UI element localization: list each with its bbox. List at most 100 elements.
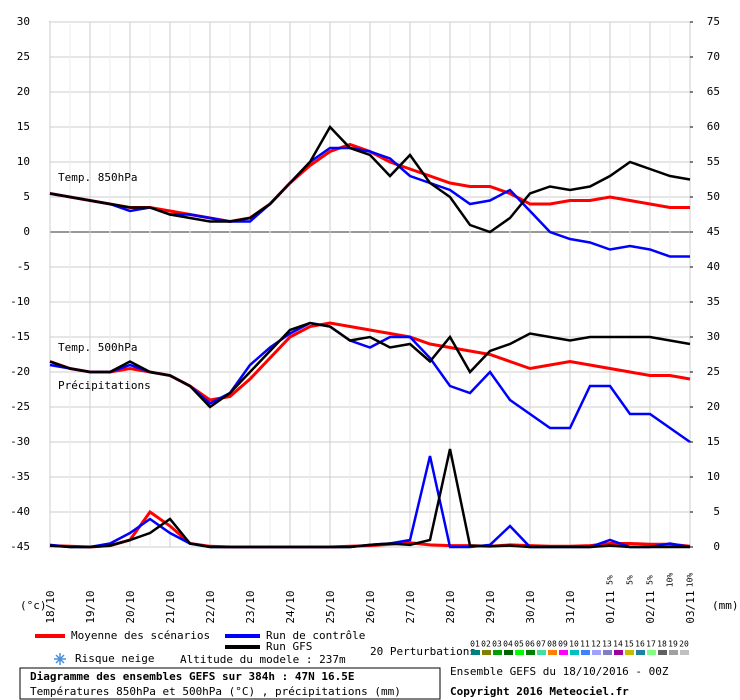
y-tick-label: -10 (10, 295, 30, 308)
perturbation-id: 09 (558, 640, 568, 649)
y-tick-label: 30 (17, 15, 30, 28)
y-tick-label: -30 (10, 435, 30, 448)
y2-tick-label: 20 (707, 400, 720, 413)
y-tick-label: -5 (17, 260, 30, 273)
panel-label: Temp. 850hPa (58, 171, 137, 184)
perturbation-swatch (614, 650, 623, 655)
perturbation-id: 14 (613, 640, 623, 649)
perturbation-id: 03 (492, 640, 502, 649)
x-tick-label: 02/11 (644, 590, 657, 623)
y2-tick-label: 35 (707, 295, 720, 308)
y2-tick-label: 15 (707, 435, 720, 448)
snow-icon (54, 653, 66, 665)
perturbation-swatch (669, 650, 678, 655)
snow-risk: 10% (666, 573, 675, 588)
perturbation-id: 01 (470, 640, 480, 649)
y2-axis-unit: (mm) (712, 599, 739, 612)
y2-tick-label: 45 (707, 225, 720, 238)
panel-label: Précipitations (58, 379, 151, 392)
x-tick-label: 26/10 (364, 590, 377, 623)
perturbation-swatch (537, 650, 546, 655)
y2-tick-label: 30 (707, 330, 720, 343)
perturbation-swatch (625, 650, 634, 655)
perturbation-swatch (570, 650, 579, 655)
perturbation-swatch (592, 650, 601, 655)
x-tick-label: 29/10 (484, 590, 497, 623)
perturbation-id: 02 (481, 640, 491, 649)
series-line (49, 448, 690, 549)
perturbation-swatch (680, 650, 689, 655)
perturbations-label: 20 Perturbations (370, 645, 476, 658)
perturbation-swatch (559, 650, 568, 655)
altitude: Altitude du modele : 237m (180, 653, 346, 666)
run-info: Ensemble GEFS du 18/10/2016 - 00Z (450, 665, 669, 678)
series-line (49, 321, 691, 409)
x-tick-label: 31/10 (564, 590, 577, 623)
info-title: Diagramme des ensembles GEFS sur 384h : … (30, 670, 355, 683)
perturbation-swatch (658, 650, 667, 655)
series-line (49, 124, 691, 234)
perturbation-id: 12 (591, 640, 601, 649)
y-tick-label: 20 (17, 85, 30, 98)
y2-tick-label: 60 (707, 120, 720, 133)
x-tick-label: 20/10 (124, 590, 137, 623)
panel-label: Temp. 500hPa (58, 341, 137, 354)
perturbation-swatch (581, 650, 590, 655)
copyright: Copyright 2016 Meteociel.fr (450, 685, 629, 698)
y2-tick-label: 50 (707, 190, 720, 203)
y-tick-label: 25 (17, 50, 30, 63)
y-tick-label: -15 (10, 330, 30, 343)
snow-risk: 10% (686, 573, 695, 588)
x-tick-label: 24/10 (284, 590, 297, 623)
x-tick-label: 18/10 (44, 590, 57, 623)
x-tick-label: 03/11 (684, 590, 697, 623)
y2-tick-label: 10 (707, 470, 720, 483)
perturbation-id: 20 (679, 640, 689, 649)
perturbation-id: 17 (646, 640, 656, 649)
snow-risk: 5% (646, 575, 655, 585)
legend-label: Run GFS (266, 640, 312, 653)
perturbation-id: 16 (635, 640, 645, 649)
info-subtitle: Températures 850hPa et 500hPa (°C) , pré… (30, 685, 401, 698)
perturbation-id: 11 (580, 640, 590, 649)
perturbation-swatch (636, 650, 645, 655)
y-tick-label: -35 (10, 470, 30, 483)
y-tick-label: -45 (10, 540, 30, 553)
perturbation-id: 19 (668, 640, 678, 649)
y2-tick-label: 55 (707, 155, 720, 168)
perturbation-swatch (526, 650, 535, 655)
perturbation-id: 18 (657, 640, 667, 649)
legend-label: Run de contrôle (266, 629, 365, 642)
y2-tick-label: 75 (707, 15, 720, 28)
info-box (19, 667, 441, 700)
snow-risk: 5% (626, 575, 635, 585)
x-tick-label: 30/10 (524, 590, 537, 623)
perturbation-swatch (603, 650, 612, 655)
perturbation-id: 05 (514, 640, 524, 649)
legend-label: Moyenne des scénarios (71, 629, 210, 642)
y-tick-label: -40 (10, 505, 30, 518)
perturbation-id: 04 (503, 640, 513, 649)
x-tick-label: 25/10 (324, 590, 337, 623)
y2-tick-label: 65 (707, 85, 720, 98)
y2-tick-label: 0 (713, 540, 720, 553)
x-tick-label: 23/10 (244, 590, 257, 623)
y2-tick-label: 5 (713, 505, 720, 518)
perturbation-id: 10 (569, 640, 579, 649)
snow-legend: Risque neige (75, 652, 154, 665)
y-tick-label: 15 (17, 120, 30, 133)
x-tick-label: 27/10 (404, 590, 417, 623)
y-tick-label: -20 (10, 365, 30, 378)
x-tick-label: 22/10 (204, 590, 217, 623)
perturbation-swatch (548, 650, 557, 655)
perturbation-id: 06 (525, 640, 535, 649)
perturbation-id: 13 (602, 640, 612, 649)
y-tick-label: -25 (10, 400, 30, 413)
perturbation-swatch (493, 650, 502, 655)
x-tick-label: 01/11 (604, 590, 617, 623)
x-tick-label: 28/10 (444, 590, 457, 623)
snow-risk: 5% (606, 575, 615, 585)
y-axis-unit: (°c) (20, 599, 47, 612)
perturbation-swatch (482, 650, 491, 655)
